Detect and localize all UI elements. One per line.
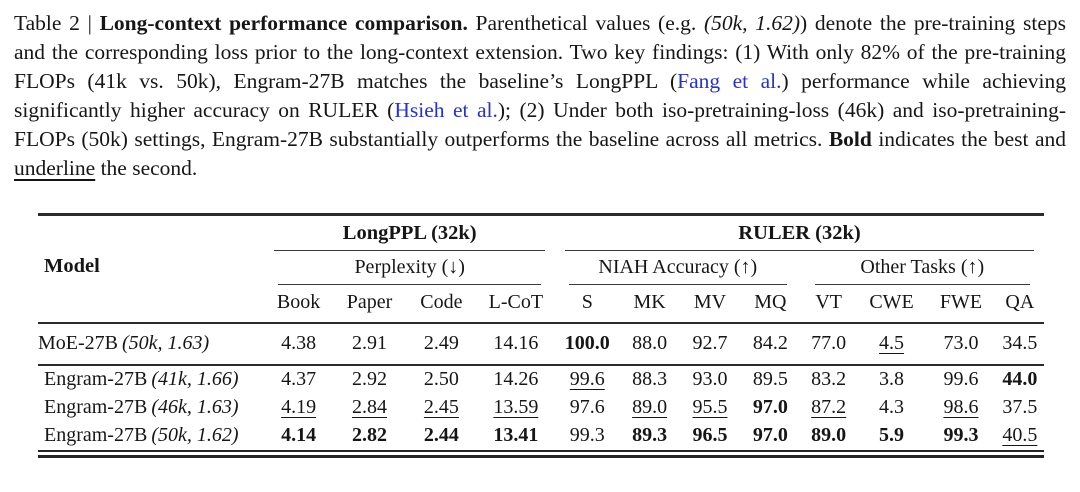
model-name: Engram-27B (41k, 1.66) [44, 368, 239, 390]
metric-value: 4.38 [264, 323, 333, 366]
col-header-mk: MK [619, 285, 680, 324]
metric-value: 89.3 [632, 424, 668, 446]
metric-value: 5.9 [879, 424, 905, 446]
metric-value: 4.3 [879, 396, 905, 418]
model-name: Engram-27B (50k, 1.62) [44, 424, 239, 446]
metric-value: 14.26 [493, 368, 539, 390]
metric-value: 13.41 [493, 424, 539, 446]
metric-value: 99.6 [943, 368, 979, 390]
metric-value: 89.5 [752, 368, 788, 390]
caption-text: Parenthetical values (e.g. [467, 11, 704, 35]
metric-value: 2.50 [423, 368, 459, 390]
metric-value: 88.3 [632, 368, 668, 390]
metric-value: 2.45 [423, 396, 459, 418]
table-row: MoE-27B (50k, 1.63) 4.38 2.91 2.49 14.16 100.0… [38, 323, 1044, 366]
subgroup-header-other-tasks: Other Tasks (↑) [801, 251, 1044, 285]
caption-label: Table 2 | [14, 11, 100, 35]
metric-value: 2.49 [406, 323, 477, 366]
metric-value: 77.0 [800, 323, 857, 366]
caption-example-italic: (50k, 1.62) [703, 11, 801, 35]
caption-title: Long-context performance comparison. [99, 11, 468, 35]
results-table: Model LongPPL (32k) RULER (32k) Perplexi… [38, 213, 1044, 450]
table-row: Engram-27B (41k, 1.66) 4.37 2.92 2.50 14.26 99… [38, 365, 1044, 394]
metric-value: 92.7 [679, 323, 741, 366]
col-header-mv: MV [679, 285, 741, 324]
col-header-code: Code [406, 285, 477, 324]
metric-value: 2.91 [332, 323, 407, 366]
col-header-model: Model [38, 214, 265, 324]
col-header-qa: QA [995, 285, 1044, 324]
caption-bold-word: Bold [828, 127, 872, 151]
metric-value: 3.8 [879, 368, 905, 390]
citation-link-fang[interactable]: Fang et al. [677, 69, 782, 93]
group-header-ruler: RULER (32k) [555, 215, 1044, 251]
metric-value: 99.6 [569, 368, 605, 390]
col-header-s: S [555, 285, 620, 324]
metric-value: 34.5 [995, 323, 1044, 366]
metric-value: 2.44 [423, 424, 459, 446]
metric-value: 73.0 [926, 323, 996, 366]
metric-value: 96.5 [692, 424, 728, 446]
subgroup-header-perplexity: Perplexity (↓) [264, 251, 555, 285]
metric-value: 84.2 [740, 323, 801, 366]
metric-value: 97.0 [752, 396, 788, 418]
metric-value: 4.5 [856, 323, 927, 366]
caption-text: ); (2) Under both iso-pretraining-loss (… [14, 98, 1066, 151]
metric-value: 4.14 [281, 424, 317, 446]
table-row: Engram-27B (50k, 1.62) 4.14 2.82 2.44 13.41 99… [38, 422, 1044, 450]
metric-value: 2.92 [351, 368, 387, 390]
caption-text: ) denote the pre-training steps and the … [14, 11, 1066, 93]
metric-value: 99.3 [569, 424, 605, 446]
table-caption: Table 2 | Long-context performance compa… [0, 0, 1080, 183]
metric-value: 40.5 [1002, 424, 1038, 446]
model-name: Engram-27B (46k, 1.63) [44, 396, 239, 418]
caption-text: indicates the best and [871, 127, 1066, 151]
metric-value: 95.5 [692, 396, 728, 418]
col-header-fwe: FWE [926, 285, 996, 324]
caption-underline-word: underline [14, 156, 96, 180]
metric-value: 2.82 [351, 424, 387, 446]
col-header-cwe: CWE [856, 285, 927, 324]
results-table-wrap: Model LongPPL (32k) RULER (32k) Perplexi… [38, 213, 1044, 458]
col-header-vt: VT [800, 285, 857, 324]
metric-value: 100.0 [555, 323, 620, 366]
metric-value: 4.37 [281, 368, 317, 390]
metric-value: 97.0 [752, 424, 788, 446]
caption-text: ) performance while achieving significan… [14, 69, 1066, 122]
table-bottom-rule [38, 450, 1044, 458]
citation-link-hsieh[interactable]: Hsieh et al. [394, 98, 498, 122]
metric-value: 87.2 [811, 396, 847, 418]
col-header-paper: Paper [332, 285, 407, 324]
metric-value: 14.16 [476, 323, 556, 366]
metric-value: 97.6 [569, 396, 605, 418]
col-header-lcot: L-CoT [476, 285, 556, 324]
metric-value: 99.3 [943, 424, 979, 446]
metric-value: 37.5 [1002, 396, 1038, 418]
metric-value: 44.0 [1002, 368, 1038, 390]
table-row: Engram-27B (46k, 1.63) 4.19 2.84 2.45 13.59 97… [38, 394, 1044, 422]
model-name: MoE-27B (50k, 1.63) [38, 323, 265, 366]
metric-value: 2.84 [351, 396, 387, 418]
metric-value: 98.6 [943, 396, 979, 418]
metric-value: 93.0 [692, 368, 728, 390]
group-header-longppl: LongPPL (32k) [264, 215, 555, 251]
table-header: Model LongPPL (32k) RULER (32k) Perplexi… [38, 214, 1044, 324]
col-header-mq: MQ [740, 285, 801, 324]
metric-value: 83.2 [811, 368, 847, 390]
metric-value: 88.0 [619, 323, 680, 366]
table-body: MoE-27B (50k, 1.63) 4.38 2.91 2.49 14.16 100.0… [38, 323, 1044, 450]
metric-value: 89.0 [632, 396, 668, 418]
metric-value: 89.0 [811, 424, 847, 446]
metric-value: 4.19 [281, 396, 317, 418]
caption-text: the second. [95, 156, 198, 180]
metric-value: 13.59 [493, 396, 539, 418]
subgroup-header-niah: NIAH Accuracy (↑) [555, 251, 800, 285]
col-header-book: Book [264, 285, 333, 324]
